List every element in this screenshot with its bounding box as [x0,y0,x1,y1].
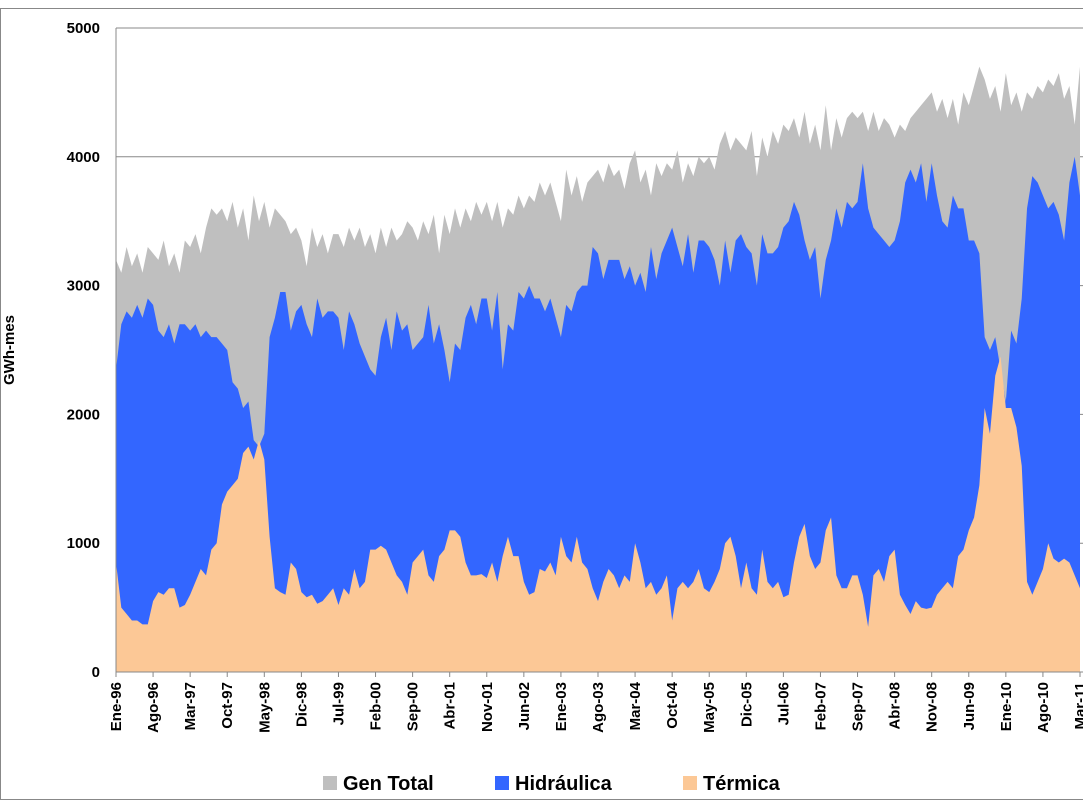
x-tick-label: Feb-07 [812,682,829,730]
legend-label: Térmica [703,773,781,795]
x-tick-label: Ago-96 [145,682,162,733]
x-tick-label: Abr-01 [442,682,459,730]
x-tick-label: May-05 [701,682,718,733]
x-tick-label: Oct-04 [664,681,681,728]
legend-swatch [323,776,337,790]
y-tick-label: 0 [92,664,100,681]
x-tick-label: Nov-01 [479,682,496,732]
x-tick-label: Mar-11 [1072,682,1083,730]
x-tick-label: Jul-06 [775,682,792,725]
x-tick-label: Ene-10 [998,682,1015,731]
x-tick-label: Mar-97 [182,682,199,730]
x-tick-label: Ago-03 [590,682,607,733]
y-tick-label: 4000 [67,149,100,166]
y-tick-label: 3000 [67,278,100,295]
x-tick-label: Mar-04 [627,681,644,730]
area [116,356,1080,672]
legend-swatch [683,776,697,790]
legend-label: Gen Total [343,773,434,795]
x-tick-label: Ene-03 [553,682,570,731]
legend-swatch [495,776,509,790]
x-tick-label: Ene-96 [108,682,125,731]
x-tick-label: Nov-08 [924,682,941,732]
x-tick-label: Dic-05 [738,682,755,727]
y-tick-label: 5000 [67,20,100,37]
x-tick-label: Ago-10 [1035,682,1052,733]
x-tick-label: Oct-97 [219,682,236,729]
area [116,156,1080,673]
y-tick-label: 2000 [67,406,100,423]
x-tick-label: Abr-08 [887,682,904,730]
legend: Gen Total Hidráulica Térmica [323,773,781,795]
x-tick-label: Sep-07 [850,682,867,731]
x-tick-label: Sep-00 [405,682,422,731]
x-tick-label: Jun-02 [516,682,533,730]
y-axis-label: GWh-mes [1,315,18,385]
y-tick-label: 1000 [67,535,100,552]
legend-label: Hidráulica [515,773,613,795]
x-tick-label: Jun-09 [961,682,978,730]
x-tick-label: Feb-00 [368,682,385,730]
x-tick-label: Jul-99 [330,682,347,725]
x-tick-label: Dic-98 [293,682,310,727]
x-tick-label: May-98 [256,682,273,733]
